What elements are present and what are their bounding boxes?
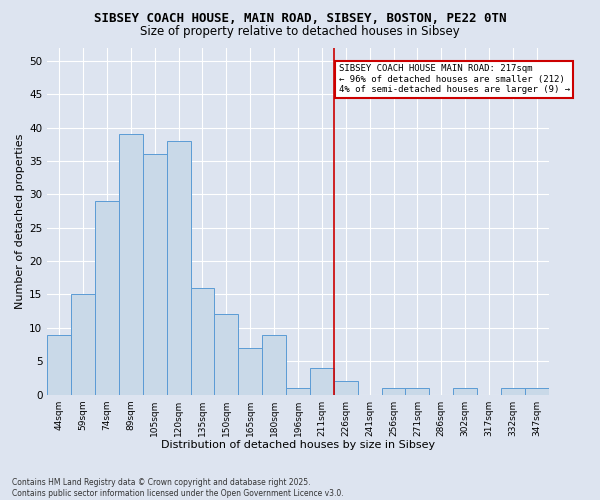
Bar: [286, 388, 310, 394]
Text: Contains HM Land Registry data © Crown copyright and database right 2025.
Contai: Contains HM Land Registry data © Crown c…: [12, 478, 344, 498]
Bar: [334, 381, 358, 394]
Bar: [453, 388, 477, 394]
Bar: [119, 134, 143, 394]
Bar: [191, 288, 214, 395]
Y-axis label: Number of detached properties: Number of detached properties: [15, 134, 25, 308]
Text: SIBSEY COACH HOUSE MAIN ROAD: 217sqm
← 96% of detached houses are smaller (212)
: SIBSEY COACH HOUSE MAIN ROAD: 217sqm ← 9…: [338, 64, 570, 94]
Bar: [310, 368, 334, 394]
Text: Size of property relative to detached houses in Sibsey: Size of property relative to detached ho…: [140, 25, 460, 38]
Bar: [525, 388, 549, 394]
Bar: [71, 294, 95, 394]
Bar: [95, 201, 119, 394]
Bar: [501, 388, 525, 394]
Bar: [47, 334, 71, 394]
Bar: [167, 141, 191, 395]
Bar: [143, 154, 167, 394]
Bar: [214, 314, 238, 394]
X-axis label: Distribution of detached houses by size in Sibsey: Distribution of detached houses by size …: [161, 440, 435, 450]
Text: SIBSEY COACH HOUSE, MAIN ROAD, SIBSEY, BOSTON, PE22 0TN: SIBSEY COACH HOUSE, MAIN ROAD, SIBSEY, B…: [94, 12, 506, 26]
Bar: [382, 388, 406, 394]
Bar: [238, 348, 262, 395]
Bar: [406, 388, 430, 394]
Bar: [262, 334, 286, 394]
